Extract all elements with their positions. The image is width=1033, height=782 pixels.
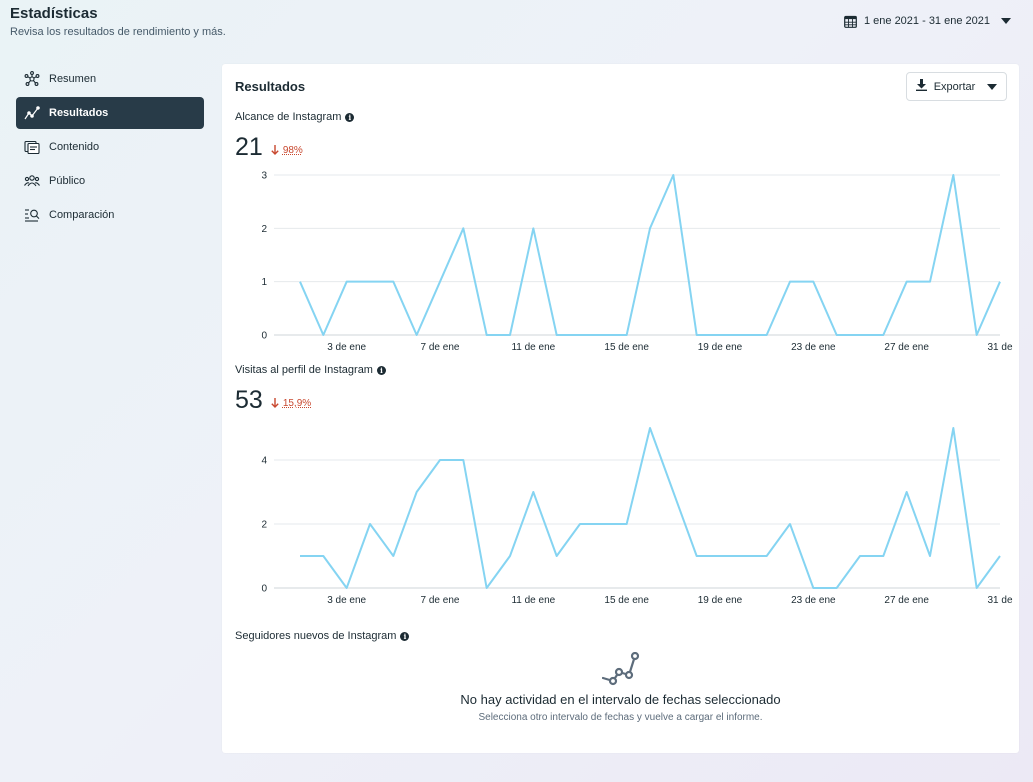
reach-chart: 0 1 2 3 3 de ene 7 de ene 11 de ene 15 de ene 19…: [261, 171, 1013, 354]
info-icon[interactable]: i: [400, 631, 410, 641]
x-tick-label: 11 de ene: [511, 342, 555, 353]
arrow-down-icon: [271, 398, 279, 408]
empty-chart-icon: [222, 652, 1019, 686]
y-tick-label: 1: [261, 277, 267, 288]
x-tick-label: 23 de ene: [791, 595, 836, 606]
compare-icon: [24, 207, 40, 223]
profile-visits-chart: 0 2 4 3 de ene 7 de ene 11 de ene 15 de ene 19 …: [261, 427, 1013, 606]
y-tick-label: 2: [261, 520, 267, 531]
x-tick-label: 15 de ene: [604, 342, 649, 353]
profile-visits-label: Visitas al perfil de Instagram i: [235, 364, 386, 376]
sidebar-item-label: Resumen: [49, 73, 97, 85]
export-label: Exportar: [933, 80, 976, 93]
arrow-down-icon: [271, 145, 279, 155]
page-subtitle: Revisa los resultados de rendimiento y m…: [10, 26, 226, 38]
profile-visits-value: 53: [235, 386, 263, 414]
info-icon[interactable]: i: [376, 365, 386, 375]
page-header: Estadísticas Revisa los resultados de re…: [10, 5, 226, 38]
sidebar-item-label: Resultados: [49, 107, 109, 119]
page-title: Estadísticas: [10, 5, 98, 22]
reach-label-text: Alcance de Instagram: [235, 111, 342, 123]
x-tick-label: 31 de: [987, 595, 1012, 606]
results-card: Resultados Exportar Alcance de Instagram…: [222, 64, 1019, 753]
sidebar-item-resultados[interactable]: Resultados: [16, 97, 204, 129]
x-tick-label: 19 de ene: [698, 342, 743, 353]
profile-visits-label-text: Visitas al perfil de Instagram: [235, 364, 373, 376]
x-tick-label: 3 de ene: [327, 342, 366, 353]
x-tick-label: 3 de ene: [327, 595, 366, 606]
sidebar: Resumen Resultados Contenido Público Com…: [16, 63, 204, 233]
network-icon: [24, 71, 40, 87]
caret-down-icon: [1001, 18, 1011, 24]
reach-metric: 21 98%: [235, 133, 303, 162]
audience-icon: [24, 173, 40, 189]
sidebar-item-label: Comparación: [49, 209, 115, 221]
x-tick-label: 11 de ene: [511, 595, 555, 606]
empty-state-subtitle: Selecciona otro intervalo de fechas y vu…: [478, 712, 763, 723]
profile-visits-change: 15,9%: [271, 398, 311, 409]
y-tick-label: 3: [261, 171, 267, 182]
export-button[interactable]: Exportar: [906, 72, 1007, 101]
content-icon: [24, 139, 40, 155]
x-tick-label: 27 de ene: [884, 595, 929, 606]
download-icon: [915, 79, 927, 94]
calendar-icon: [844, 15, 857, 28]
x-tick-label: 19 de ene: [698, 595, 743, 606]
card-title: Resultados: [235, 79, 306, 94]
date-range-label: 1 ene 2021 - 31 ene 2021: [863, 15, 990, 27]
reach-label: Alcance de Instagram i: [235, 111, 355, 123]
sidebar-item-comparacion[interactable]: Comparación: [16, 199, 204, 231]
x-tick-label: 27 de ene: [884, 342, 929, 353]
x-tick-label: 7 de ene: [421, 595, 460, 606]
date-range-picker[interactable]: 1 ene 2021 - 31 ene 2021: [844, 12, 1011, 30]
followers-label-text: Seguidores nuevos de Instagram: [235, 630, 397, 642]
x-tick-label: 23 de ene: [791, 342, 836, 353]
y-tick-label: 0: [261, 584, 267, 595]
info-icon[interactable]: i: [345, 112, 355, 122]
y-tick-label: 4: [261, 456, 267, 467]
sidebar-item-contenido[interactable]: Contenido: [16, 131, 204, 163]
sidebar-item-label: Público: [49, 175, 86, 187]
sidebar-item-resumen[interactable]: Resumen: [16, 63, 204, 95]
y-tick-label: 2: [261, 224, 267, 235]
sidebar-item-publico[interactable]: Público: [16, 165, 204, 197]
followers-empty-state: No hay actividad en el intervalo de fech…: [222, 652, 1019, 723]
y-tick-label: 0: [261, 331, 267, 342]
x-tick-label: 15 de ene: [604, 595, 649, 606]
x-tick-label: 31 de: [987, 342, 1012, 353]
caret-down-icon: [987, 81, 998, 93]
profile-visits-metric: 53 15,9%: [235, 386, 311, 415]
reach-change-value: 98%: [282, 144, 303, 156]
reach-change: 98%: [271, 145, 303, 156]
series-line: [300, 427, 1001, 589]
sidebar-item-label: Contenido: [49, 141, 100, 153]
x-tick-label: 7 de ene: [421, 342, 460, 353]
trend-icon: [24, 105, 40, 121]
empty-state-title: No hay actividad en el intervalo de fech…: [460, 692, 781, 707]
reach-value: 21: [235, 133, 263, 161]
followers-label: Seguidores nuevos de Instagram i: [235, 630, 410, 642]
profile-visits-change-value: 15,9%: [282, 397, 312, 409]
